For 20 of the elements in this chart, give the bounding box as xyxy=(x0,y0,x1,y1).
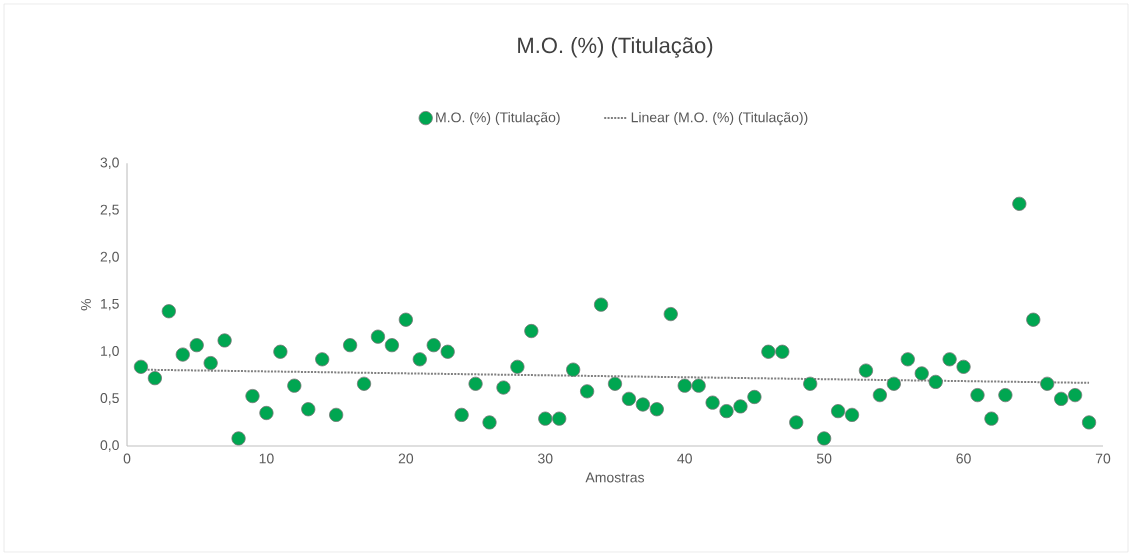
x-tick-label: 30 xyxy=(538,453,553,464)
y-tick-label: 3,0 xyxy=(100,157,119,170)
y-tick-label: 0,0 xyxy=(100,440,119,452)
x-tick-label: 40 xyxy=(677,453,692,464)
y-tick-label: 1,5 xyxy=(101,298,119,311)
y-tick-label: 2,0 xyxy=(100,251,119,264)
chart-title: M.O. (%) (Titulação) xyxy=(518,37,713,58)
x-tick-label: 70 xyxy=(1095,453,1111,464)
legend-label: M.O. (%) (Titulação) xyxy=(436,112,560,126)
y-tick-label: 1,0 xyxy=(101,345,119,358)
x-tick-label: 0 xyxy=(123,453,131,464)
y-tick-label: 0,5 xyxy=(100,393,119,405)
x-axis-title: Amostras xyxy=(585,472,645,483)
x-tick-label: 10 xyxy=(259,453,274,464)
legend-label: Linear (M.O. (%) (Titulação)) xyxy=(631,112,808,126)
x-tick-label: 60 xyxy=(956,453,971,464)
y-tick-label: 2,5 xyxy=(100,204,119,217)
y-axis-title: % xyxy=(81,298,91,311)
x-tick-label: 20 xyxy=(398,453,414,464)
x-tick-label: 50 xyxy=(816,453,832,464)
